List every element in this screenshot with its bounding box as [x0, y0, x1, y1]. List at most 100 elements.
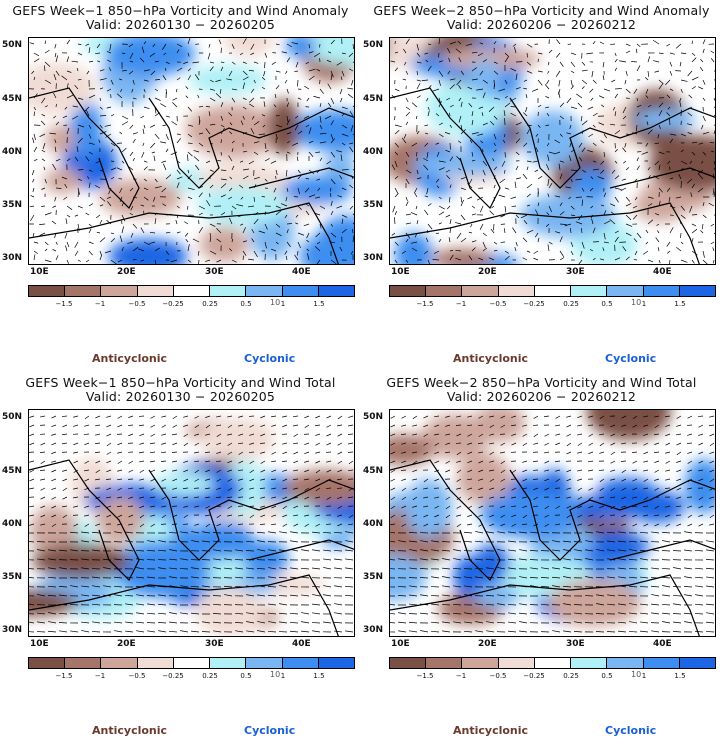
- wind-vector: [622, 179, 626, 180]
- wind-vector: [439, 134, 443, 137]
- colorbar-label: 1.5: [313, 672, 324, 680]
- wind-vector: [55, 197, 56, 201]
- wind-vector: [701, 125, 703, 129]
- colorbar-label: 0.5: [601, 672, 612, 680]
- wind-vector: [305, 425, 309, 428]
- wind-vector: [173, 98, 177, 100]
- colorbar-label: 1: [281, 300, 285, 308]
- wind-vector: [508, 631, 516, 632]
- wind-vector: [527, 230, 533, 233]
- wind-vector: [150, 479, 155, 481]
- wind-vector: [139, 434, 144, 436]
- wind-vector: [626, 167, 629, 170]
- wind-vector: [519, 622, 527, 623]
- wind-vector: [29, 461, 34, 462]
- wind-vector: [283, 524, 287, 527]
- wind-vector: [342, 107, 348, 109]
- wind-vector: [637, 44, 640, 47]
- wind-vector: [161, 470, 166, 472]
- wind-vector: [512, 228, 516, 233]
- wind-vector: [249, 161, 254, 164]
- wind-vector: [84, 434, 89, 435]
- wind-vector: [703, 49, 704, 53]
- wind-vector: [107, 452, 111, 455]
- wind-vector: [161, 443, 166, 444]
- wind-vector: [183, 425, 188, 426]
- wind-vector: [680, 62, 681, 66]
- wind-vector: [169, 604, 177, 605]
- wind-vector: [687, 524, 692, 526]
- lon-label: 30E: [205, 267, 224, 277]
- wind-vector: [147, 604, 155, 605]
- colorbar-label: −0.5: [129, 672, 146, 680]
- cyclonic-region: [315, 216, 355, 265]
- wind-vector: [45, 242, 48, 245]
- wind-vector: [48, 622, 56, 623]
- wind-vector: [154, 156, 155, 161]
- colorbar-label: 0.25: [563, 672, 579, 680]
- wind-vector: [348, 416, 353, 418]
- wind-vector: [163, 125, 166, 126]
- wind-vector: [633, 215, 637, 219]
- wind-vector: [331, 98, 334, 104]
- colorbar-segment: [65, 286, 101, 296]
- wind-vector: [409, 631, 417, 632]
- panel-title: GEFS Week−1 850−hPa Vorticity and Wind T…: [0, 376, 361, 404]
- wind-vector: [643, 461, 648, 462]
- colorbar-label: −1: [456, 672, 466, 680]
- wind-vector: [391, 416, 395, 418]
- wind-vector: [122, 122, 128, 125]
- wind-vector: [41, 497, 45, 499]
- wind-vector: [601, 105, 604, 107]
- vector-scale-label: 10: [631, 298, 641, 307]
- wind-vector: [526, 94, 527, 98]
- wind-vector: [172, 121, 177, 125]
- wind-vector: [412, 470, 417, 472]
- wind-vector: [676, 425, 681, 426]
- wind-vector: [563, 631, 571, 632]
- wind-vector: [29, 506, 34, 507]
- wind-vector: [670, 227, 673, 233]
- wind-vector: [122, 148, 126, 152]
- wind-vector: [194, 452, 199, 453]
- wind-vector: [475, 541, 483, 542]
- wind-vector: [41, 206, 45, 207]
- wind-vector: [692, 238, 693, 242]
- wind-vector: [326, 416, 331, 418]
- wind-vector: [538, 176, 542, 179]
- wind-vector: [290, 613, 298, 614]
- wind-vector: [106, 434, 111, 436]
- wind-vector: [497, 622, 505, 623]
- wind-vector: [75, 215, 78, 216]
- wind-vector: [29, 434, 34, 436]
- wind-vector: [56, 159, 60, 161]
- wind-vector: [577, 425, 582, 426]
- wind-vector: [122, 161, 124, 163]
- wind-vector: [591, 98, 593, 101]
- wind-vector: [559, 80, 560, 86]
- wind-vector: [307, 98, 309, 101]
- colorbar-segment: [426, 658, 462, 668]
- wind-vector: [217, 160, 221, 161]
- wind-vector: [290, 549, 298, 551]
- wind-vector: [133, 158, 135, 161]
- wind-vector: [272, 62, 276, 65]
- panel-title-text: GEFS Week−1 850−hPa Vorticity and Wind T…: [0, 376, 361, 390]
- wind-vector: [136, 586, 144, 587]
- wind-vector: [194, 156, 199, 161]
- wind-vector: [62, 479, 67, 481]
- wind-vector: [141, 116, 144, 118]
- wind-vector: [523, 88, 527, 89]
- wind-vector: [684, 541, 692, 542]
- wind-vector: [489, 443, 494, 444]
- anticyclonic-region: [100, 179, 181, 217]
- lon-label: 20E: [478, 267, 497, 277]
- wind-vector: [453, 541, 461, 542]
- lon-label: 10E: [391, 267, 410, 277]
- wind-vector: [654, 434, 659, 435]
- wind-vector: [670, 53, 675, 54]
- wind-vector: [651, 532, 659, 533]
- wind-vector: [695, 568, 703, 569]
- wind-vector: [287, 89, 289, 93]
- wind-vector: [67, 260, 69, 264]
